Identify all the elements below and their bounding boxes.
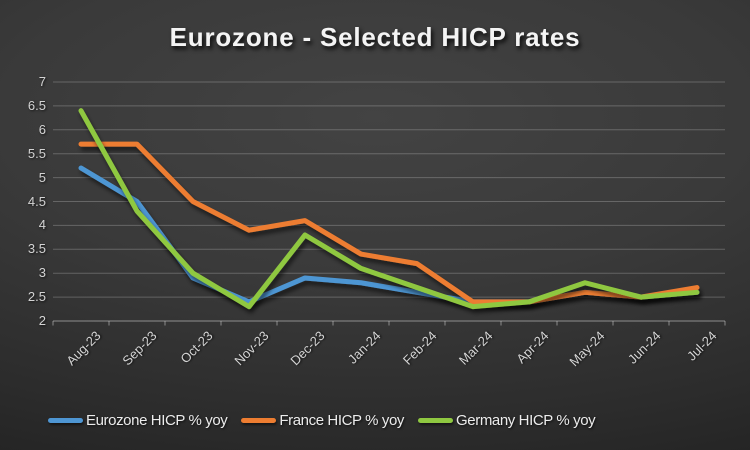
series-line-germany	[78, 108, 700, 310]
y-axis-label: 6.5	[27, 97, 46, 113]
eurozone-line-swatch-icon	[48, 417, 83, 423]
gridlines	[53, 81, 725, 298]
legend-item-france: France HICP % yoy	[241, 412, 404, 429]
y-axis-label: 7	[38, 74, 46, 89]
legend-label-france: France HICP % yoy	[279, 411, 405, 429]
series-line-france	[78, 141, 700, 305]
y-axis-label: 3	[38, 265, 46, 281]
y-axis-label: 2	[38, 313, 46, 328]
legend-label-eurozone: Eurozone HICP % yoy	[86, 411, 228, 429]
series-line-eurozone	[78, 165, 700, 305]
y-axis-label: 6	[38, 121, 46, 137]
y-axis-label: 5.5	[27, 145, 46, 161]
data-series	[78, 108, 700, 310]
legend-item-eurozone: Eurozone HICP % yoy	[48, 411, 228, 429]
y-axis-label: 2.5	[27, 289, 46, 305]
y-axis-label: 5	[38, 169, 46, 185]
y-axis-label: 4	[38, 217, 46, 233]
legend-label-germany: Germany HICP % yoy	[456, 411, 596, 429]
x-axis	[52, 320, 726, 326]
chart-title: Eurozone - Selected HICP rates	[169, 22, 581, 52]
germany-line-swatch-icon	[418, 417, 454, 423]
y-axis-label: 4.5	[27, 193, 46, 209]
y-axis-label: 3.5	[27, 241, 46, 257]
chart-legend: Eurozone HICP % yoy France HICP % yoy Ge…	[48, 410, 596, 430]
legend-item-germany: Germany HICP % yoy	[418, 411, 596, 429]
france-line-swatch-icon	[241, 417, 277, 423]
